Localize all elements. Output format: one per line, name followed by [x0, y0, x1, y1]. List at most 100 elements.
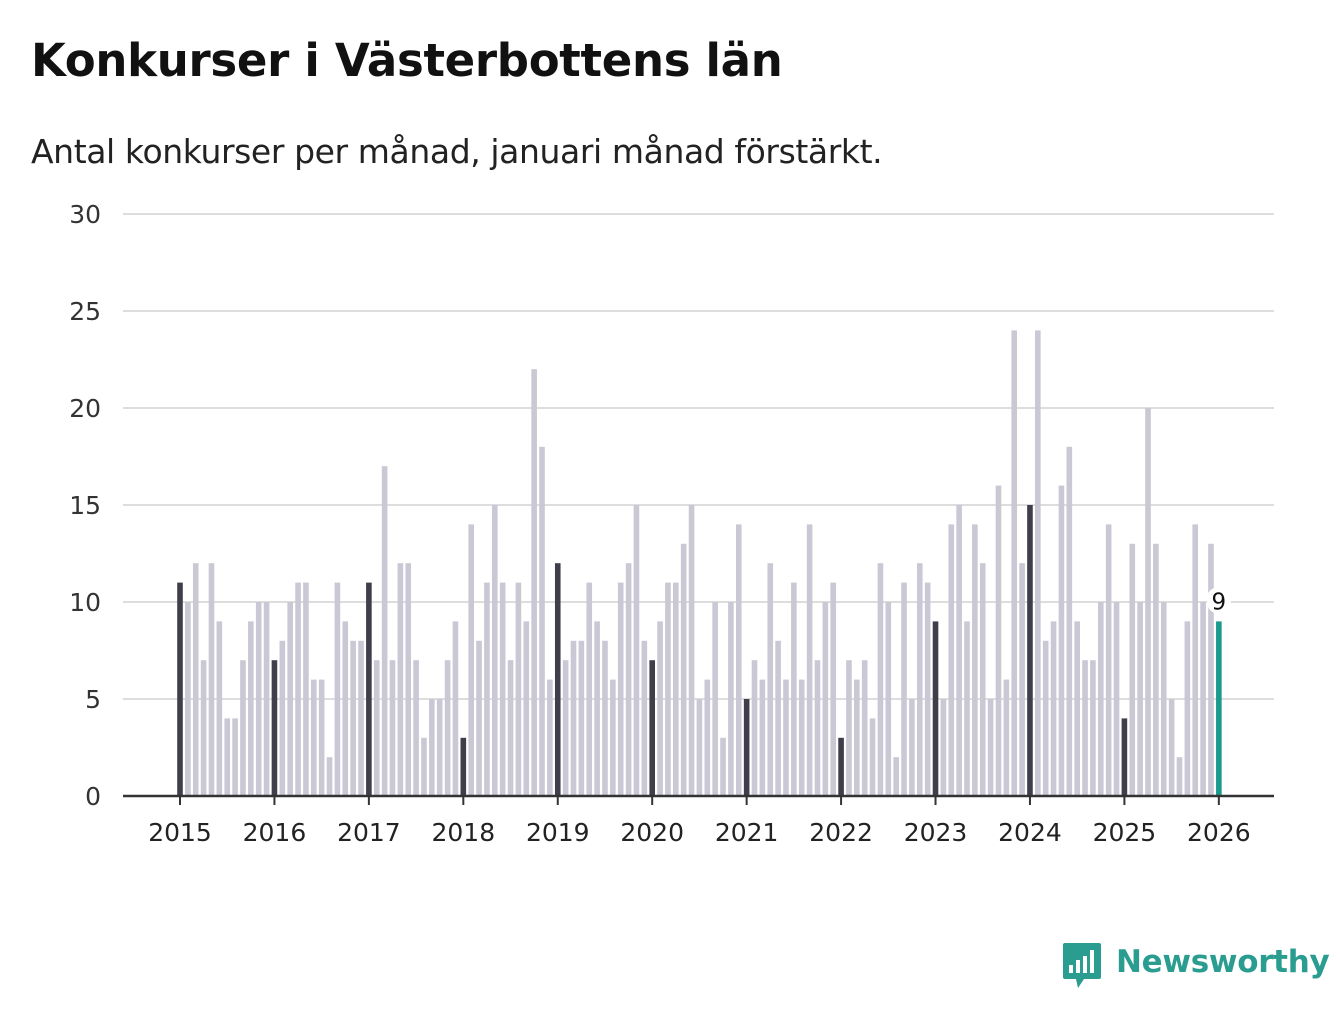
bar-month	[987, 699, 994, 796]
bar-month	[326, 757, 333, 796]
bar-month	[570, 640, 577, 796]
y-tick-label: 15	[69, 491, 101, 520]
bar-month	[405, 563, 412, 796]
bar-month	[523, 621, 530, 796]
bar-month	[767, 563, 774, 796]
bar-month	[1153, 543, 1159, 796]
bar-month	[1176, 757, 1183, 796]
bar-month	[499, 582, 506, 796]
bar-month	[775, 640, 781, 796]
y-tick-label: 0	[85, 782, 101, 811]
bar-month	[224, 718, 231, 796]
bar-month	[673, 582, 679, 796]
bar-month	[1058, 485, 1065, 796]
bar-january	[366, 582, 372, 796]
bar-month	[995, 485, 1002, 796]
bar-month	[869, 718, 876, 796]
x-tick-label: 2023	[904, 818, 968, 847]
y-axis-labels: 0 5 10 15 20 25 30	[69, 200, 101, 811]
bar-month	[295, 582, 301, 796]
bar-month	[547, 679, 553, 796]
bar-month	[240, 660, 246, 796]
bar-january	[554, 563, 561, 796]
bar-month	[539, 446, 545, 796]
bar-month	[1090, 660, 1096, 796]
bar-month	[846, 660, 852, 796]
y-tick-label: 5	[85, 685, 101, 714]
bar-month	[720, 737, 726, 796]
bar-month	[279, 640, 286, 796]
bar-month	[594, 621, 600, 796]
bar-month	[885, 602, 892, 796]
bar-month	[610, 679, 616, 796]
bar-month	[1011, 330, 1018, 796]
y-tick-label: 20	[69, 394, 101, 423]
bar-month	[1200, 602, 1206, 796]
bar-january	[177, 582, 183, 796]
bar-month	[1074, 621, 1080, 796]
bar-month	[381, 466, 388, 796]
bar-month	[1050, 621, 1057, 796]
bar-month	[350, 640, 356, 796]
x-tick-label: 2017	[337, 818, 401, 847]
x-axis	[123, 794, 1274, 805]
bar-january	[1121, 718, 1128, 796]
bar-month	[861, 660, 868, 796]
bar-month	[1035, 330, 1041, 796]
brand-logo: Newsworthy	[1062, 941, 1330, 993]
bar-month	[232, 718, 238, 796]
bar-month	[641, 640, 648, 796]
x-tick-label: 2020	[620, 818, 684, 847]
bar-month	[358, 640, 364, 796]
bar-month	[1168, 699, 1175, 796]
bar-month	[751, 660, 758, 796]
bar-month	[972, 524, 978, 796]
bar-month	[1137, 602, 1143, 796]
bar-month	[436, 699, 443, 796]
bar-month	[806, 524, 813, 796]
bar-month	[704, 679, 711, 796]
bar-month	[814, 660, 821, 796]
bar-january	[271, 660, 278, 796]
annotations: 9	[1206, 587, 1231, 615]
bar-month	[531, 369, 537, 796]
bar-month	[665, 582, 671, 796]
bar-month	[830, 582, 837, 796]
bar-month	[586, 582, 593, 796]
bar-month	[916, 563, 923, 796]
bar-month	[688, 505, 695, 796]
chart-subtitle: Antal konkurser per månad, januari månad…	[31, 132, 883, 171]
bar-month	[657, 621, 663, 796]
bar-month	[200, 660, 207, 796]
x-tick-label: 2016	[243, 818, 307, 847]
bar-month	[318, 679, 325, 796]
bar-month	[680, 543, 687, 796]
x-tick-label: 2025	[1093, 818, 1157, 847]
bar-month	[1113, 602, 1120, 796]
bar-month	[940, 699, 947, 796]
x-tick-label: 2024	[998, 818, 1062, 847]
bar-month	[389, 660, 396, 796]
bar-month	[192, 563, 199, 796]
bar-month	[783, 679, 789, 796]
bar-month	[373, 660, 380, 796]
bar-month	[255, 602, 262, 796]
y-tick-label: 30	[69, 200, 101, 229]
bar-month	[759, 679, 766, 796]
bar-january	[1027, 505, 1033, 796]
x-tick-label: 2026	[1187, 818, 1251, 847]
bar-month	[798, 679, 805, 796]
bar-month	[696, 699, 703, 796]
bar-month	[1184, 621, 1191, 796]
bar-month	[728, 602, 734, 796]
bar-month	[1042, 640, 1049, 796]
bar-month	[421, 737, 427, 796]
bar-month	[397, 563, 404, 796]
bars	[177, 330, 1222, 796]
bar-january	[743, 699, 750, 796]
bar-month	[1129, 543, 1136, 796]
latest-value-label-bg	[1206, 587, 1231, 614]
bar-month	[492, 505, 498, 796]
bar-month	[822, 602, 829, 796]
